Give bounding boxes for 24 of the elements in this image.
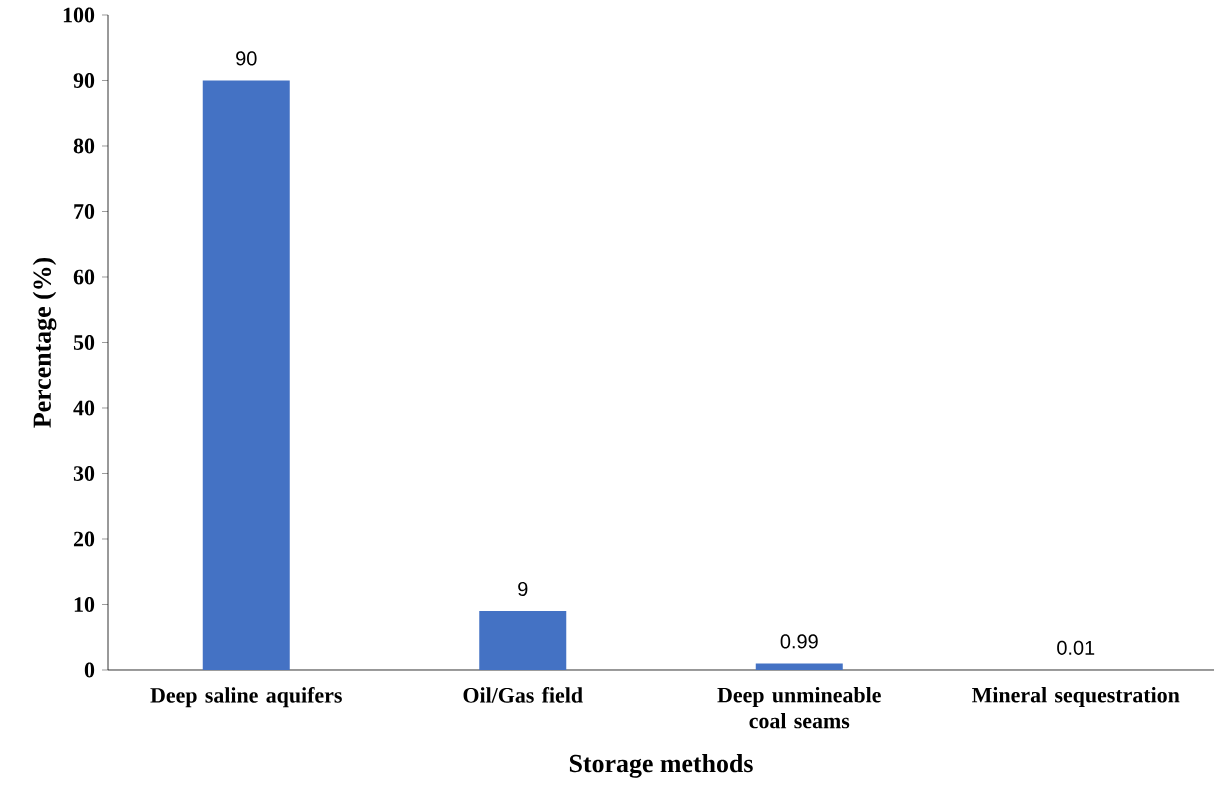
y-tick-label: 60 — [73, 269, 95, 285]
data-label: 9 — [518, 581, 528, 596]
y-tick-label: 20 — [73, 531, 95, 547]
bar — [755, 663, 843, 670]
y-tick-label: 50 — [73, 335, 95, 350]
y-tick-label: 10 — [74, 597, 95, 612]
y-tick-label: 0 — [84, 662, 95, 678]
y-tick-label: 100 — [63, 7, 95, 23]
y-tick-label: 30 — [73, 466, 95, 481]
x-tick-label: Oil/Gas field — [463, 687, 583, 703]
x-tick-label: Mineral sequestration — [972, 687, 1180, 707]
bar — [479, 611, 567, 670]
bar — [202, 80, 290, 670]
y-tick-label: 70 — [74, 204, 95, 219]
y-axis-title: Percentage (%) — [32, 257, 57, 428]
x-tick-label: Deep unmineable coal seams — [717, 687, 881, 729]
data-label: 90 — [236, 51, 257, 66]
y-tick-label: 40 — [73, 400, 95, 416]
x-axis-title: Storage methods — [569, 754, 753, 778]
y-tick-label: 90 — [73, 73, 95, 88]
y-tick-label: 80 — [73, 138, 95, 154]
x-tick-label: Deep saline aquifers — [150, 687, 342, 708]
data-label: 0.99 — [780, 634, 818, 649]
data-label: 0.01 — [1057, 640, 1095, 655]
